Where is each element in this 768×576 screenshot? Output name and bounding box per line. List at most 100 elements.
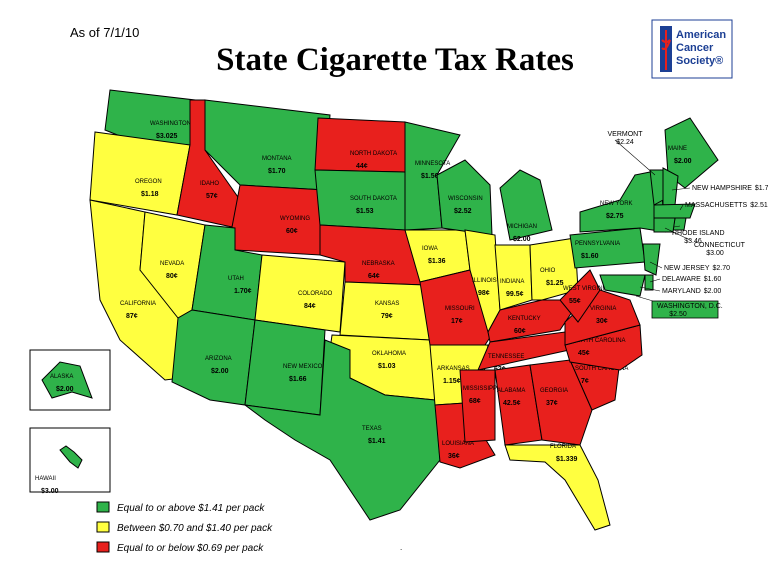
state-rate: 37¢ xyxy=(546,400,558,407)
as-of-date: As of 7/1/10 xyxy=(70,25,139,40)
state-name: VERMONT xyxy=(608,131,644,138)
state-rate: $1.60 xyxy=(581,253,599,260)
state-name: MICHIGAN xyxy=(507,224,537,230)
callout-line xyxy=(664,227,691,241)
state-rate: 36¢ xyxy=(448,453,460,460)
state-rate: 80¢ xyxy=(166,273,178,280)
state-shape xyxy=(664,117,719,189)
state-name: ARKANSAS xyxy=(437,366,470,372)
state-shape xyxy=(459,369,496,443)
state-name: IOWA xyxy=(422,246,438,252)
state-rate: 7¢ xyxy=(581,378,589,385)
callout-line xyxy=(614,139,656,176)
state-name: NORTH CAROLINA xyxy=(572,338,626,344)
state-rate: $3.025 xyxy=(156,133,178,140)
state-name: WISCONSIN xyxy=(448,196,483,202)
state-name: ILLINOIS xyxy=(472,278,497,284)
state-rate: $2.00 xyxy=(674,158,692,165)
state-name: MINNESOTA xyxy=(415,161,450,167)
state-name: RHODE ISLAND xyxy=(672,230,725,237)
callout-line xyxy=(649,261,663,269)
state-rate: $1.36 xyxy=(428,258,446,265)
state-name: NEW HAMPSHIRE xyxy=(692,185,752,192)
state-shape xyxy=(499,169,553,241)
dot: . xyxy=(400,543,402,552)
state-rate: $2.24 xyxy=(616,139,634,146)
state-rate: $2.75 xyxy=(606,213,624,220)
state-rate: $2.00 xyxy=(56,386,74,393)
state-rate: $1.18 xyxy=(141,191,159,198)
state-rate: $3.00 xyxy=(41,488,59,495)
legend-swatch xyxy=(96,521,110,533)
state-name: OKLAHOMA xyxy=(372,351,406,357)
state-name: MISSISSIPPI xyxy=(463,386,499,392)
state-rate: 57¢ xyxy=(206,193,218,200)
state-name: OHIO xyxy=(540,268,556,274)
state-shape xyxy=(89,131,191,216)
state-name: FLORIDA xyxy=(550,444,576,450)
legend-label: Equal to or above $1.41 per pack xyxy=(117,503,265,514)
state-shape xyxy=(569,227,646,269)
state-name: ARIZONA xyxy=(205,356,232,362)
state-name: NORTH DAKOTA xyxy=(350,151,397,157)
state-name: MONTANA xyxy=(262,156,292,162)
callout-line xyxy=(635,295,654,302)
state-shape xyxy=(436,159,493,236)
state-rate: $2.00 xyxy=(211,368,229,375)
state-rate: 30¢ xyxy=(596,318,608,325)
state-name: ALABAMA xyxy=(497,388,525,394)
logo-text: Cancer xyxy=(676,42,714,54)
state-rate: $2.51 xyxy=(750,202,768,209)
state-name: UTAH xyxy=(228,276,244,282)
state-shape xyxy=(494,244,533,311)
state-shape xyxy=(653,217,676,233)
state-name: NEW JERSEY xyxy=(664,265,710,272)
state-rate: $2.52 xyxy=(454,208,472,215)
state-rate: $3.46 xyxy=(684,238,702,245)
state-rate: 1.70¢ xyxy=(234,288,252,295)
state-name: MAINE xyxy=(668,146,687,152)
state-rate: $1.66 xyxy=(289,376,307,383)
legend: Equal to or above $1.41 per pack Between … xyxy=(96,501,273,554)
state-name: WEST VIRGINIA xyxy=(563,286,608,292)
state-name: WASHINGTON, D.C. xyxy=(657,303,723,310)
state-rate: $2.00 xyxy=(704,288,722,295)
state-rate: $2.70 xyxy=(713,265,731,272)
state-name: SOUTH DAKOTA xyxy=(350,196,397,202)
legend-label: Between $0.70 and $1.40 per pack xyxy=(117,523,273,534)
state-shape xyxy=(529,359,593,446)
state-shape xyxy=(559,269,601,323)
state-shape xyxy=(529,237,579,301)
state-rate: 45¢ xyxy=(578,350,590,357)
state-name: MASSACHUSETTS xyxy=(685,202,748,209)
legend-label: Equal to or below $0.69 per pack xyxy=(117,543,264,554)
state-rate: $1.56 xyxy=(421,173,439,180)
state-rate: 1.15¢ xyxy=(443,378,461,385)
state-rate: 84¢ xyxy=(304,303,316,310)
state-name: TEXAS xyxy=(362,426,382,432)
state-shape xyxy=(599,274,646,297)
callout-line xyxy=(671,187,691,191)
state-name: ALASKA xyxy=(50,374,73,380)
callout-line xyxy=(649,278,661,283)
state-rate: $1.70 xyxy=(268,168,286,175)
state-shape xyxy=(41,361,93,399)
state-name: IDAHO xyxy=(200,181,219,187)
state-name: KENTUCKY xyxy=(508,316,541,322)
state-shape xyxy=(644,274,654,291)
state-name: GEORGIA xyxy=(540,388,568,394)
state-rate: 79¢ xyxy=(381,313,393,320)
legend-swatch xyxy=(96,501,110,513)
state-rate: 87¢ xyxy=(126,313,138,320)
dc-box xyxy=(651,300,719,319)
state-rate: $1.78 xyxy=(755,185,768,192)
callout-line xyxy=(679,204,684,211)
state-name: MISSOURI xyxy=(445,306,475,312)
state-rate: 99.5¢ xyxy=(506,291,524,298)
state-name: NEW YORK xyxy=(600,201,633,207)
state-name: CONNECTICUT xyxy=(694,242,746,249)
callout-line xyxy=(639,286,661,292)
state-shape xyxy=(642,243,661,276)
logo-text: Society® xyxy=(676,55,723,67)
state-name: PENNSYLVANIA xyxy=(575,241,620,247)
